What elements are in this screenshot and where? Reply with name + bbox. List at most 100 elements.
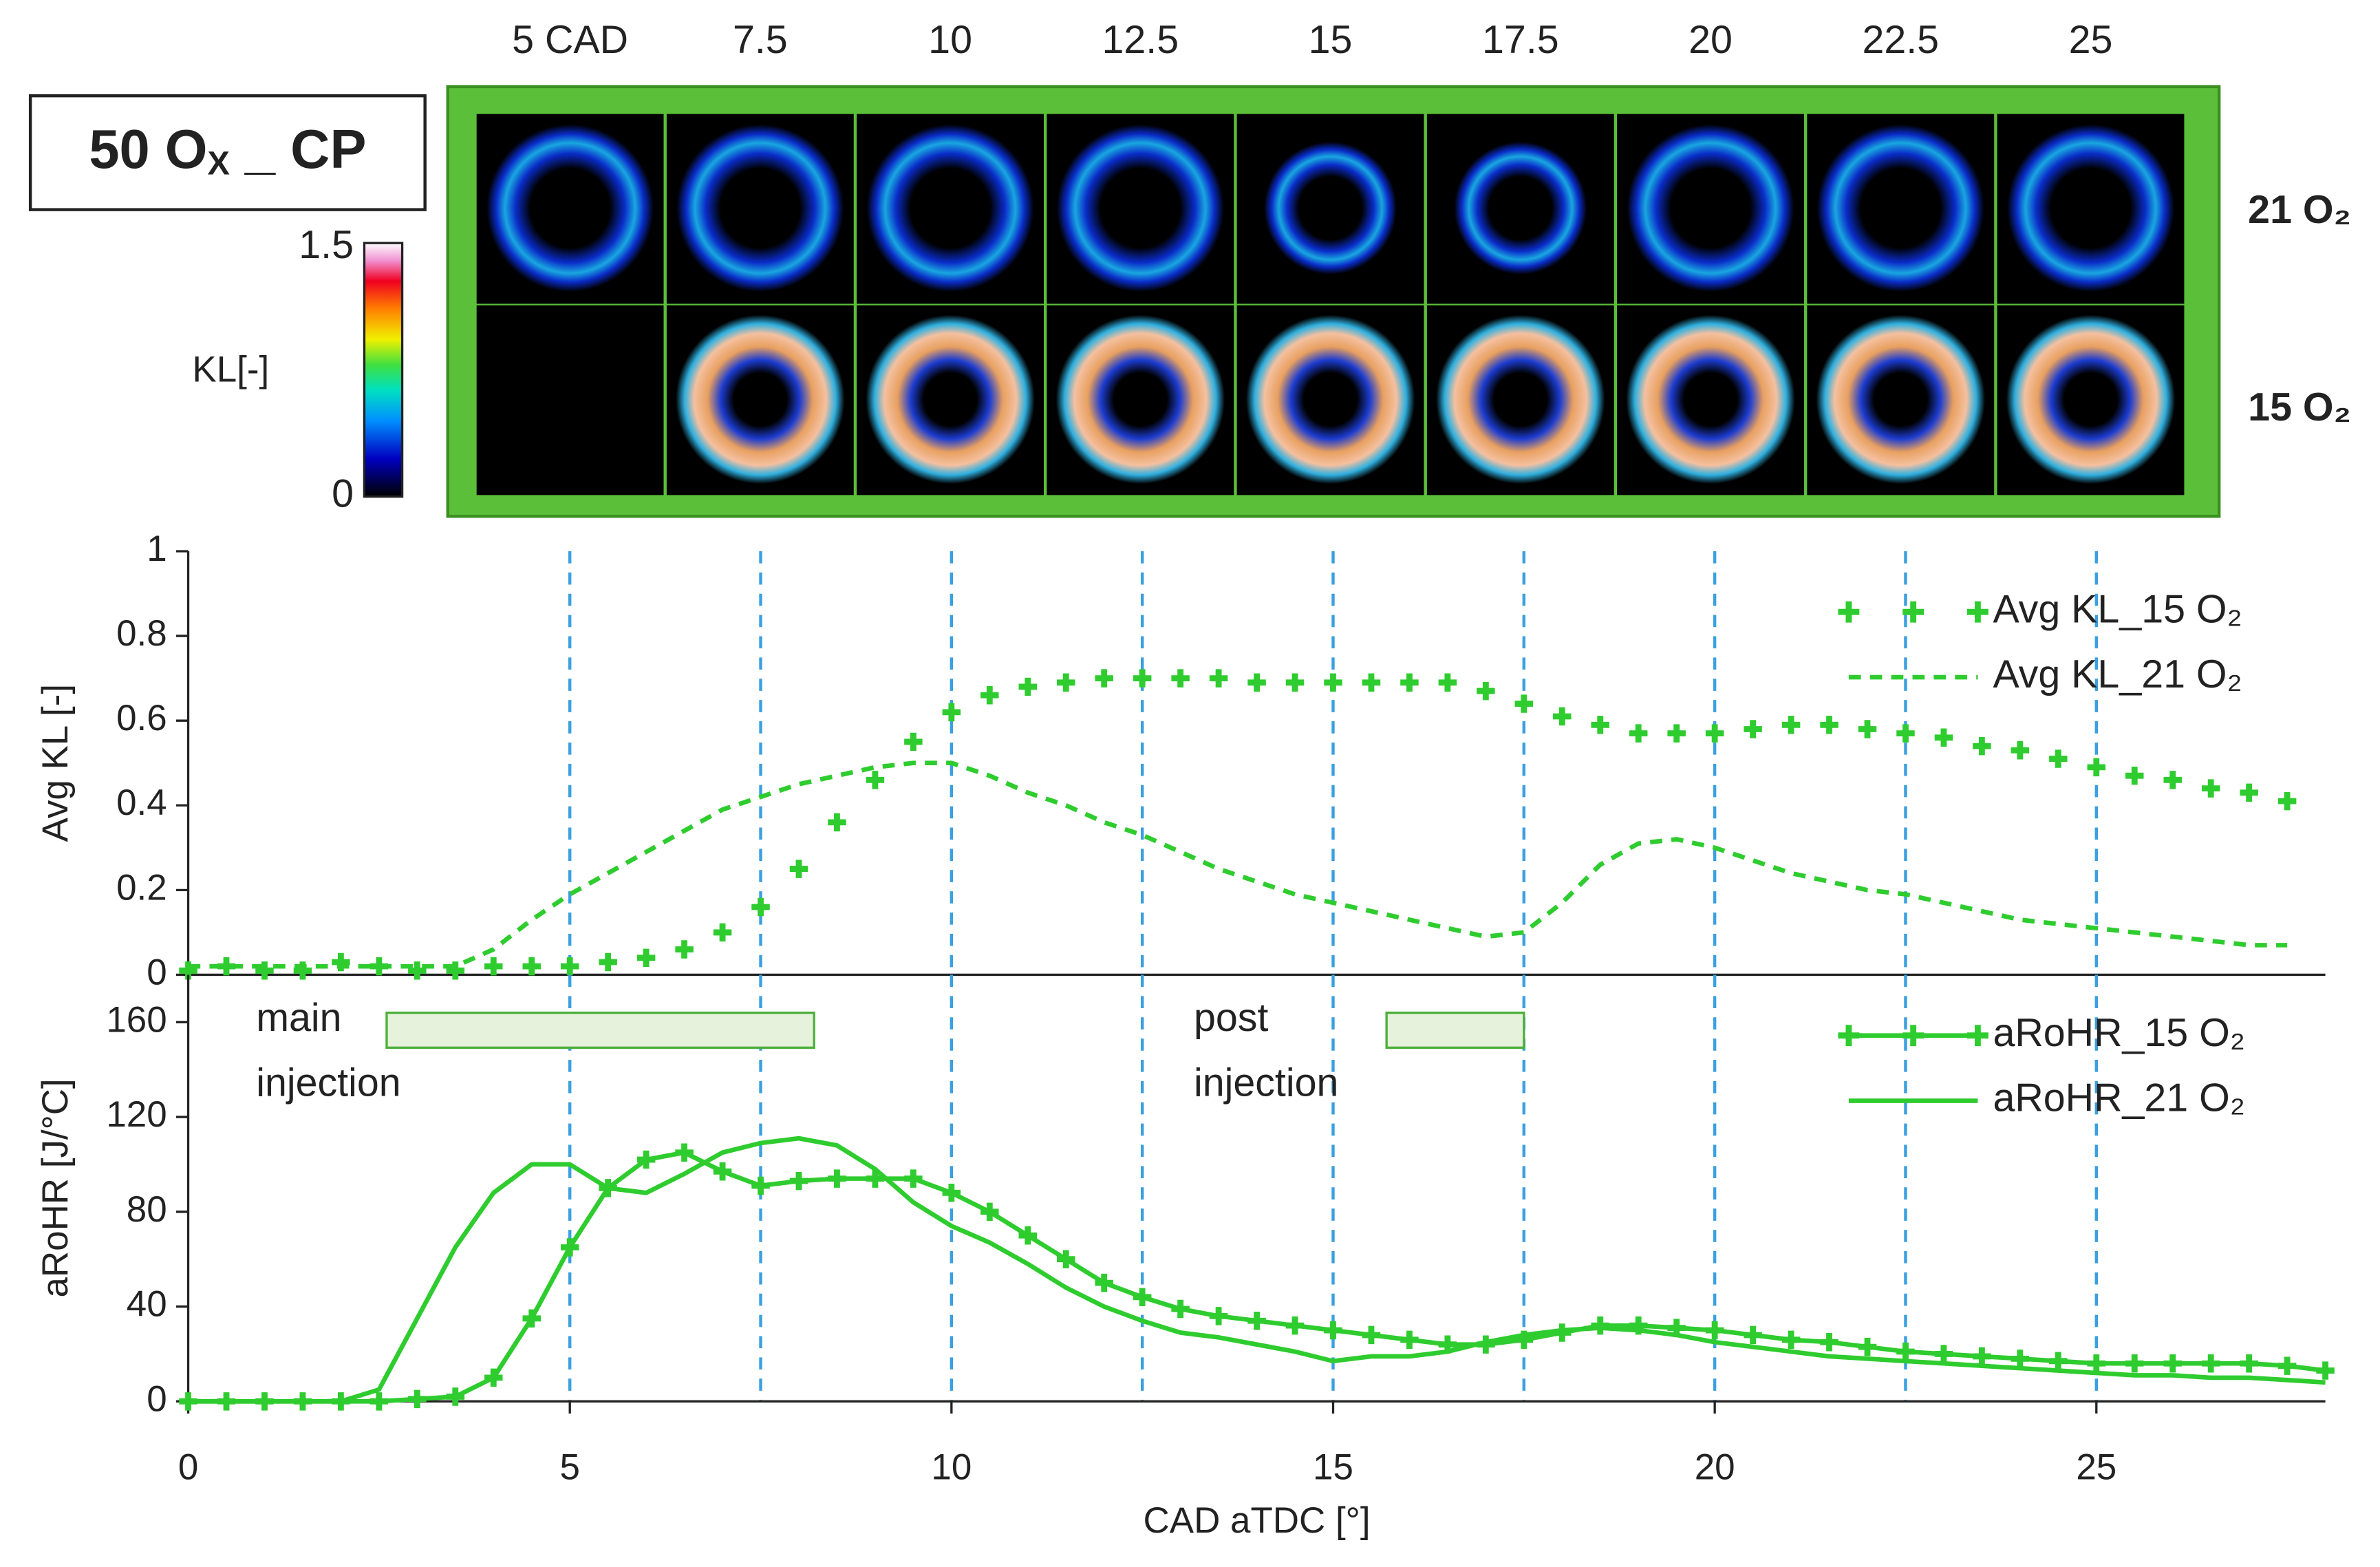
legend-marker [1902,1025,1925,1047]
marker [828,1169,846,1188]
y-tick-label: 0.2 [116,867,167,908]
marker [675,940,694,959]
marker [1553,707,1572,726]
marker [2201,779,2220,798]
title-part: 50 O [89,118,207,180]
marker [408,961,427,980]
marker [1285,1316,1305,1335]
flame-image [1242,311,1419,488]
legend-label: Avg KL_15 O₂ [1993,587,2242,631]
x-tick-label: 10 [931,1447,972,1488]
series-line [188,1136,2326,1404]
marker [1858,720,1877,738]
marker [1973,736,1991,756]
annotation: main [256,996,341,1040]
column-label: 25 [2069,18,2113,62]
marker [713,923,732,942]
y-axis-label: aRoHR [J/°C] [35,1078,76,1297]
row-label: 15 O₂ [2248,385,2351,429]
marker [1095,1273,1113,1292]
marker [980,1202,999,1222]
marker [1324,673,1342,692]
column-label: 15 [1309,18,1353,62]
marker [2087,758,2106,777]
marker [1057,673,1075,692]
marker [942,1184,961,1202]
marker [636,1150,656,1169]
marker [1477,681,1495,701]
marker [599,952,617,972]
marker [2011,741,2030,760]
marker [866,771,885,789]
flame-image [862,120,1039,297]
column-label: 17.5 [1482,18,1559,62]
colorbar-tick-label: 1.5 [299,223,354,267]
marker [255,961,274,980]
legend-marker [1838,601,1860,623]
marker [980,686,999,705]
marker [1514,694,1534,713]
injection-bar [1385,1011,1525,1049]
marker [1705,1321,1724,1340]
marker [2201,1354,2220,1373]
x-tick-label: 25 [2076,1447,2116,1488]
marker [636,948,656,968]
marker [484,957,503,976]
legend-label: aRoHR_15 O₂ [1993,1011,2245,1055]
marker [1781,1330,1801,1350]
colorbar [363,242,404,498]
marker [1209,669,1228,687]
y-tick-label: 0.4 [116,782,167,823]
y-tick-label: 1 [147,529,167,569]
column-label: 7.5 [733,18,788,62]
y-tick-label: 0 [147,1378,167,1419]
marker [1896,1342,1915,1361]
marker [522,957,541,976]
marker [1018,1226,1038,1245]
y-tick-label: 0.8 [116,613,167,654]
marker [1018,677,1038,696]
legend-label: aRoHR_21 O₂ [1993,1076,2245,1120]
marker [1934,728,1953,747]
row-label: 21 O₂ [2248,188,2351,232]
marker [2049,749,2068,768]
title-sub: X [207,145,229,182]
legend-marker [1966,1025,1988,1047]
legend-marker [1966,601,1988,623]
marker [2240,1354,2258,1373]
marker [1324,1321,1342,1340]
y-axis-label: Avg KL [-] [35,684,76,842]
marker [1896,724,1915,743]
marker [2277,791,2297,811]
marker [675,1143,694,1162]
y-tick-label: 0 [147,952,167,992]
legend-marker [1838,1025,1860,1047]
marker [713,1162,732,1181]
marker [1591,716,1609,734]
marker [1820,716,1838,734]
flame-image [482,120,658,297]
marker [522,1309,541,1328]
column-label: 20 [1688,18,1733,62]
column-label: 5 CAD [512,18,628,62]
marker [369,1392,389,1411]
column-label: 22.5 [1862,18,1939,62]
x-tick-label: 0 [178,1447,198,1488]
flame-image [862,311,1039,488]
colorbar-label: KL[-] [192,350,269,390]
marker [1973,1347,1991,1366]
marker [2011,1350,2030,1368]
marker [1171,1299,1190,1319]
marker [2125,766,2144,785]
marker [446,1387,465,1406]
series-line [188,760,2288,969]
marker [1057,1250,1075,1268]
column-label: 12.5 [1102,18,1179,62]
image-grid [476,114,2185,495]
marker [789,1171,808,1191]
marker [1362,1325,1381,1345]
flame-image [1261,138,1401,278]
column-label: 10 [928,18,972,62]
flame-image [1052,120,1229,297]
y-tick-label: 40 [127,1284,167,1325]
